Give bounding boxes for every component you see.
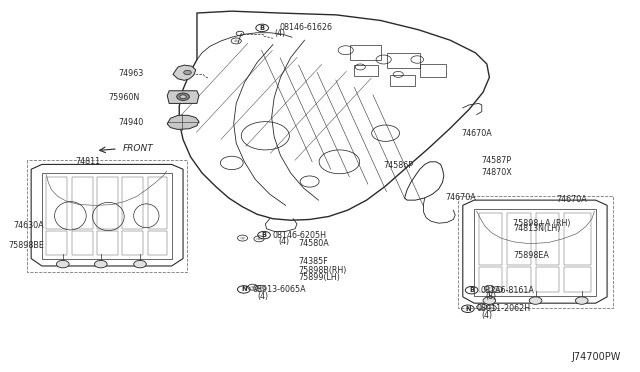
Text: (8): (8) <box>486 292 497 301</box>
Text: 74870X: 74870X <box>482 169 513 177</box>
Text: 74630A: 74630A <box>13 221 44 230</box>
Bar <box>354 65 378 76</box>
Text: B: B <box>260 25 265 31</box>
Circle shape <box>575 297 588 304</box>
Text: 74385F: 74385F <box>298 257 328 266</box>
Text: J74700PW: J74700PW <box>572 352 621 362</box>
Text: (4): (4) <box>258 292 269 301</box>
Bar <box>390 75 415 86</box>
Text: (4): (4) <box>278 237 289 246</box>
Text: B: B <box>262 232 267 238</box>
Text: 74811: 74811 <box>76 157 100 166</box>
Text: 74813N(LH): 74813N(LH) <box>513 224 561 233</box>
Text: 75898B(RH): 75898B(RH) <box>298 266 347 275</box>
Text: 08146-61626: 08146-61626 <box>279 23 332 32</box>
Polygon shape <box>167 115 199 129</box>
Circle shape <box>134 260 147 268</box>
Text: 74963: 74963 <box>118 69 143 78</box>
Text: FRONT: FRONT <box>122 144 153 153</box>
Text: 74586P: 74586P <box>383 161 413 170</box>
Text: 75960N: 75960N <box>109 93 140 102</box>
Polygon shape <box>167 91 199 103</box>
Text: 75898EA: 75898EA <box>513 251 549 260</box>
Bar <box>350 45 381 60</box>
Text: B: B <box>469 287 474 293</box>
Text: (4): (4) <box>274 29 285 38</box>
Text: 081A6-8161A: 081A6-8161A <box>481 286 534 295</box>
Circle shape <box>529 297 542 304</box>
Polygon shape <box>173 65 196 80</box>
Bar <box>420 64 446 77</box>
Text: 74587P: 74587P <box>482 156 512 165</box>
Text: 08913-6065A: 08913-6065A <box>253 285 307 294</box>
Text: N: N <box>465 306 470 312</box>
Text: 74670A: 74670A <box>445 193 476 202</box>
Bar <box>387 53 420 68</box>
Circle shape <box>95 260 107 268</box>
Text: 08911-2062H: 08911-2062H <box>477 304 531 313</box>
Circle shape <box>180 95 186 99</box>
Text: 08146-6205H: 08146-6205H <box>273 231 327 240</box>
Text: 74580A: 74580A <box>298 239 329 248</box>
Text: 75898BE: 75898BE <box>8 241 44 250</box>
Text: 74940: 74940 <box>118 118 143 126</box>
Text: 74670A: 74670A <box>556 195 588 203</box>
Circle shape <box>56 260 69 268</box>
Text: 74670A: 74670A <box>461 129 492 138</box>
Circle shape <box>184 70 191 75</box>
Text: 75899(LH): 75899(LH) <box>298 273 340 282</box>
Circle shape <box>483 297 496 304</box>
Circle shape <box>177 93 189 100</box>
Text: (4): (4) <box>482 311 493 320</box>
Text: N: N <box>241 286 246 292</box>
Text: 75898+A (RH): 75898+A (RH) <box>513 219 571 228</box>
